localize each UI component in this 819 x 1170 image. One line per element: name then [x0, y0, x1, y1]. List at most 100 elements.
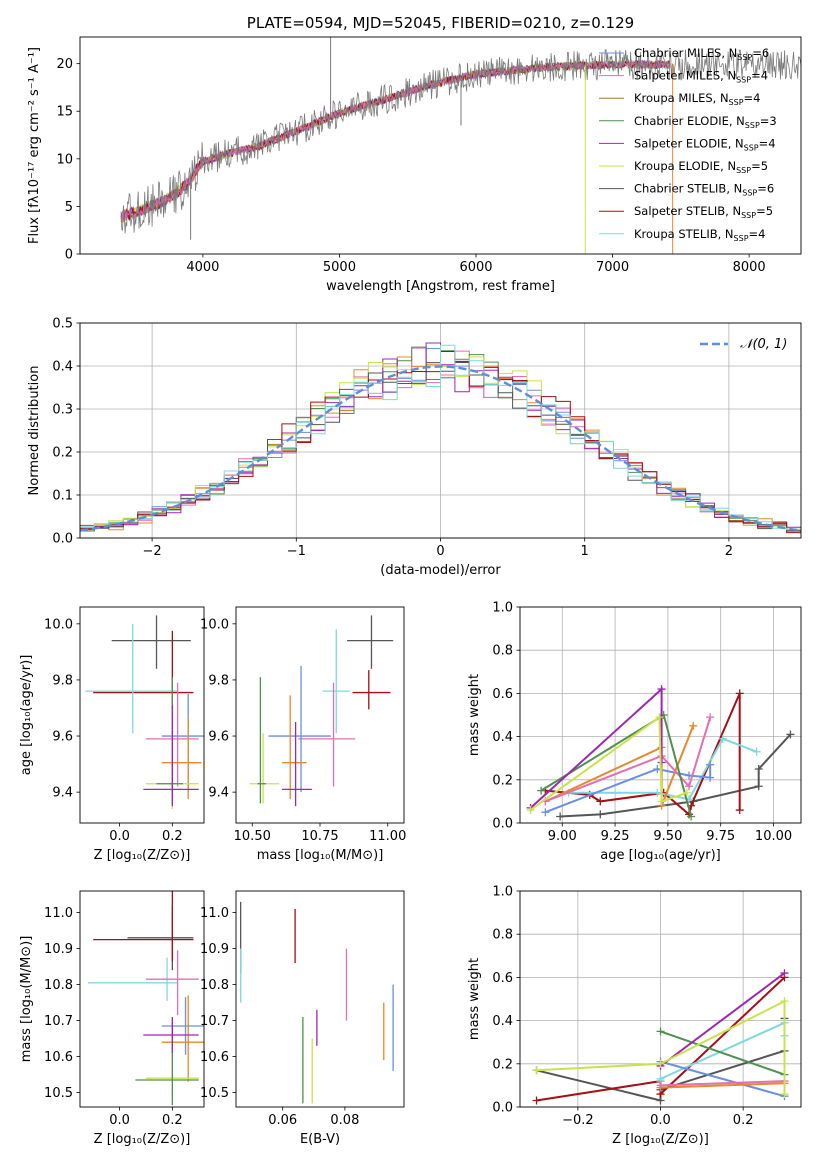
- x-tick-label: 10.00: [755, 829, 792, 844]
- legend-subscript: SSP: [745, 121, 760, 130]
- legend-subscript: SSP: [734, 234, 749, 243]
- y-tick-label: 0.4: [492, 1014, 513, 1029]
- plot-frame: [235, 890, 405, 1108]
- x-tick-label: −2: [143, 544, 162, 559]
- x-tick-label: 0.2: [162, 829, 183, 844]
- weight-series-line: [660, 1080, 785, 1087]
- y-tick-label: 20: [56, 57, 73, 72]
- legend-label: Salpeter ELODIE, N: [634, 136, 744, 150]
- legend-label: Chabrier STELIB, N: [634, 182, 742, 196]
- plot-frame: [79, 322, 802, 539]
- weight-point-marker: [780, 1090, 789, 1099]
- y-tick-label: 5: [65, 200, 73, 215]
- legend-count: =5: [751, 159, 768, 173]
- y-tick-label: 11.0: [44, 906, 73, 921]
- y-tick-label: 10.7: [200, 1014, 229, 1029]
- plot-frame: [519, 606, 802, 824]
- weight-point-marker: [537, 786, 546, 795]
- y-tick-label: 10.9: [44, 942, 73, 957]
- y-tick-label: 9.4: [52, 786, 73, 801]
- legend-count: =4: [744, 91, 761, 105]
- weight-point-marker: [685, 782, 694, 791]
- x-tick-label: −1: [287, 544, 306, 559]
- y-axis-label: mass weight: [467, 674, 482, 756]
- x-tick-label: 0.0: [650, 1113, 671, 1128]
- x-tick-label: 0.06: [268, 1113, 297, 1128]
- weight-point-marker: [718, 734, 727, 743]
- legend-subscript: SSP: [742, 189, 757, 198]
- legend-entry: Kroupa MILES, NSSP=4: [634, 91, 760, 107]
- y-tick-label: 10.8: [200, 978, 229, 993]
- mass-vs-ebv-panel: 0.06 0.08 10.5 10.6 10.7 10.8 10.9 11.0 E(B-V): [200, 890, 405, 1147]
- weight-point-marker: [752, 747, 761, 756]
- weight-point-marker: [754, 782, 763, 791]
- weight-point-marker: [532, 1066, 541, 1075]
- weight-point-marker: [657, 685, 666, 694]
- legend-label: Chabrier MILES, N: [634, 46, 737, 60]
- y-tick-label: 0.2: [492, 773, 513, 788]
- y-tick-label: 9.6: [208, 730, 229, 745]
- y-axis-label: Normed distribution: [27, 366, 42, 496]
- plot-frame: [79, 36, 802, 255]
- y-tick-label: 10.8: [44, 978, 73, 993]
- legend-label: Kroupa ELODIE, N: [634, 159, 736, 173]
- y-tick-label: 0.5: [52, 317, 73, 332]
- weight-point-marker: [780, 997, 789, 1006]
- legend-subscript: SSP: [736, 166, 751, 175]
- spectrum-panel: PLATE=0594, MJD=52045, FIBERID=0210, z=0…: [27, 14, 802, 294]
- weight-series-line: [560, 733, 792, 818]
- weight-point-marker: [541, 808, 550, 817]
- residuals-panel: −2 −1 0 1 2 0.0 0.1 0.2 0.3 0.4 0.5 𝒩(0, 1) (data-mo…: [27, 317, 802, 578]
- y-tick-label: 0.2: [52, 446, 73, 461]
- normal-curve: [80, 365, 801, 532]
- legend-count: =5: [756, 204, 773, 218]
- x-tick-label: 9.75: [706, 829, 735, 844]
- x-axis-label: age [log₁₀(age/yr)]: [600, 848, 721, 863]
- legend-count: =4: [759, 136, 776, 150]
- legend-entry: Kroupa STELIB, NSSP=4: [634, 227, 765, 243]
- legend-entry: Chabrier ELODIE, NSSP=3: [634, 114, 777, 130]
- model-spectrum-line: [120, 59, 671, 221]
- plot-frame: [79, 890, 205, 1108]
- x-axis-label: Z [log₁₀(Z/Z⊙)]: [94, 848, 191, 863]
- x-tick-label: 7000: [596, 260, 629, 275]
- y-tick-label: 0.6: [492, 687, 513, 702]
- model-spectrum-line: [120, 59, 671, 223]
- plot-frame: [235, 606, 405, 824]
- weight-point-marker: [706, 713, 715, 722]
- weight-point-marker: [655, 713, 664, 722]
- weight-point-marker: [656, 1027, 665, 1036]
- legend-label: Salpeter MILES, N: [634, 69, 736, 83]
- legend-entry: Salpeter STELIB, NSSP=5: [634, 204, 773, 220]
- y-tick-label: 10: [56, 152, 73, 167]
- y-tick-label: 0.0: [52, 532, 73, 547]
- legend-subscript: SSP: [736, 76, 751, 85]
- y-tick-label: 9.6: [52, 730, 73, 745]
- weight-point-marker: [735, 689, 744, 698]
- y-tick-label: 0.3: [52, 403, 73, 418]
- x-axis-label: (data-model)/error: [380, 563, 501, 578]
- y-axis-label: Flux [fλ10⁻¹⁷ erg cm⁻² s⁻¹ A⁻¹]: [27, 47, 42, 244]
- x-tick-label: 0: [436, 544, 444, 559]
- plot-frame: [519, 890, 802, 1108]
- legend-label: Chabrier ELODIE, N: [634, 114, 745, 128]
- weight-series-line: [530, 715, 688, 811]
- y-tick-label: 0.4: [492, 730, 513, 745]
- legend-subscript: SSP: [741, 211, 756, 220]
- x-tick-label: 0.2: [733, 1113, 754, 1128]
- model-spectrum-line: [120, 59, 671, 222]
- x-axis-label: wavelength [Angstrom, rest frame]: [326, 279, 555, 294]
- x-axis-label: mass [log₁₀(M/M⊙)]: [257, 848, 384, 863]
- x-tick-label: −0.2: [562, 1113, 594, 1128]
- age-vs-metallicity-panel: 0.0 0.2 9.4 9.6 9.8 10.0 Z [log₁₀(Z/Z⊙)] age [l…: [19, 606, 205, 863]
- weight-point-marker: [735, 806, 744, 815]
- y-tick-label: 0.4: [52, 360, 73, 375]
- y-tick-label: 10.5: [200, 1086, 229, 1101]
- model-spectrum-line: [120, 59, 671, 223]
- x-tick-label: 9.00: [548, 829, 577, 844]
- legend-label: Kroupa STELIB, N: [634, 227, 734, 241]
- x-axis-label: E(B-V): [300, 1132, 340, 1147]
- y-tick-label: 0: [65, 248, 73, 263]
- weight-point-marker: [689, 721, 698, 730]
